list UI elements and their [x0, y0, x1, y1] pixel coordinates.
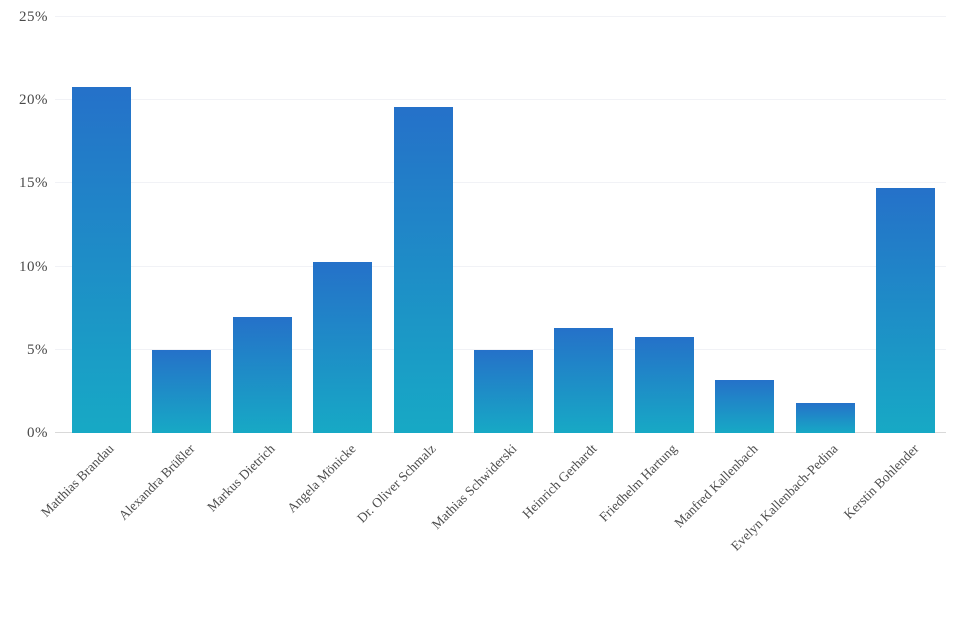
gridline: [55, 348, 946, 350]
gridline: [55, 99, 946, 101]
x-category-label: Angela Mönicke: [283, 441, 359, 516]
y-tick-label: 15%: [19, 175, 48, 192]
x-category-label: Dr. Oliver Schmalz: [354, 441, 439, 526]
bar-series: [61, 17, 946, 433]
bar-9[interactable]: [715, 379, 775, 433]
x-category-label: Evelyn Kallenbach-Pedina: [728, 441, 841, 554]
bar-2[interactable]: [152, 349, 212, 433]
bar-7[interactable]: [554, 328, 614, 433]
bar-5[interactable]: [393, 106, 453, 433]
bar-10[interactable]: [795, 403, 855, 433]
bar-11[interactable]: [876, 188, 936, 433]
gridline: [55, 16, 946, 17]
y-tick-label: 25%: [19, 9, 48, 25]
y-tick-label: 20%: [19, 92, 48, 109]
x-category-label: Markus Dietrich: [204, 441, 278, 515]
gridline: [55, 265, 946, 267]
y-tick-label: 0%: [27, 425, 48, 441]
x-category-label: Alexandra Brüßler: [115, 441, 198, 523]
bar-4[interactable]: [313, 261, 373, 433]
bar-3[interactable]: [232, 316, 292, 433]
x-category-label: Friedhelm Hartung: [596, 441, 681, 525]
bar-8[interactable]: [634, 336, 694, 433]
bar-chart: 0% 5% 10% 15% 20% 25% Matthias Brandau Alexand…: [19, 9, 946, 554]
x-category-label: Manfred Kallenbach: [671, 441, 761, 531]
x-category-label: Mathias Schwiderski: [428, 441, 520, 532]
y-tick-label: 5%: [27, 341, 48, 358]
y-tick-label: 10%: [19, 258, 48, 275]
x-category-label: Kerstin Bohlender: [840, 441, 922, 522]
gridline: [55, 182, 946, 184]
x-category-label: Heinrich Gerhardt: [519, 441, 600, 522]
bar-1[interactable]: [71, 86, 131, 433]
bar-6[interactable]: [474, 349, 533, 433]
